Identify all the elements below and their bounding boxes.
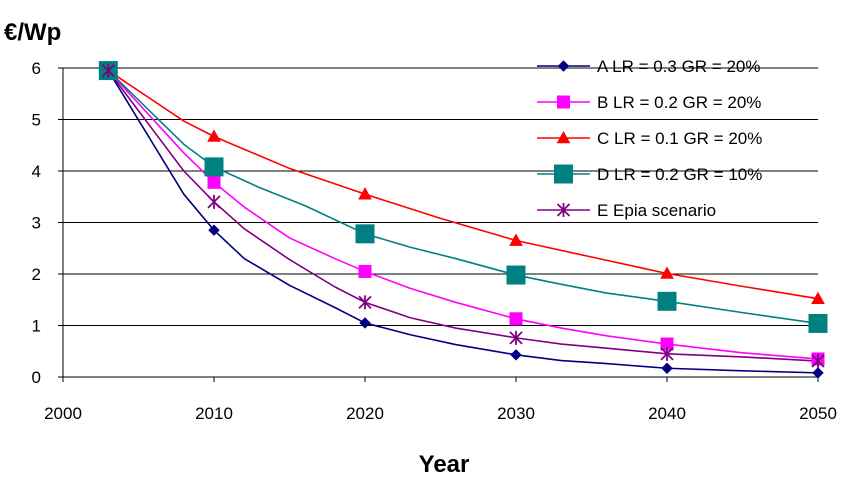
y-tick-label: 1 (32, 317, 41, 336)
data-point-c (509, 233, 523, 246)
y-tick-label: 4 (32, 162, 41, 181)
data-point-d (657, 291, 677, 311)
data-point-b (207, 175, 221, 189)
x-tick-label: 2040 (648, 404, 686, 423)
series-lines (107, 69, 819, 374)
data-point-c (358, 187, 372, 200)
data-point-e (101, 63, 115, 78)
data-point-e (207, 194, 221, 209)
x-tick-label: 2030 (497, 404, 535, 423)
data-point-a (359, 317, 371, 329)
series-line-c (107, 69, 819, 300)
legend-marker (554, 164, 573, 184)
legend-label: D LR = 0.2 GR = 10% (597, 165, 762, 184)
data-point-d (808, 313, 828, 333)
data-point-d (355, 224, 375, 244)
data-point-c (207, 129, 221, 142)
gridlines (63, 67, 818, 326)
series-markers (98, 61, 828, 379)
data-point-e (660, 346, 674, 361)
series-line-b (107, 70, 819, 360)
legend: A LR = 0.3 GR = 20% B LR = 0.2 GR = 20% C … (537, 57, 762, 220)
y-axis-title: €/Wp (4, 19, 61, 46)
data-point-e (358, 295, 372, 310)
y-tick-label: 6 (32, 59, 41, 78)
data-point-e (509, 330, 523, 345)
data-point-d (506, 265, 526, 285)
y-tick-label: 3 (32, 214, 41, 233)
x-axis-title: Year (419, 451, 470, 477)
data-point-b (509, 312, 523, 326)
y-tick-labels: 0 1 2 3 4 5 6 (32, 59, 41, 387)
y-tick-label: 5 (32, 111, 41, 130)
legend-marker (557, 60, 570, 72)
series-line-a (107, 70, 819, 374)
x-tick-label: 2020 (346, 404, 384, 423)
y-tick-label: 2 (32, 265, 41, 284)
data-point-d (204, 157, 224, 177)
legend-marker (556, 130, 571, 144)
x-tick-labels: 2000 2010 2020 2030 2040 2050 (44, 404, 837, 423)
data-point-a (510, 349, 522, 361)
y-tick-label: 0 (32, 368, 41, 387)
data-point-a (208, 224, 220, 236)
x-tick-label: 2050 (799, 404, 837, 423)
legend-marker (557, 95, 570, 109)
data-point-e (811, 354, 825, 369)
axes (58, 67, 819, 382)
legend-marker (556, 203, 571, 217)
data-point-a (812, 367, 824, 379)
legend-label: C LR = 0.1 GR = 20% (597, 129, 762, 148)
legend-label: A LR = 0.3 GR = 20% (597, 57, 760, 76)
data-point-c (811, 291, 825, 305)
legend-label: B LR = 0.2 GR = 20% (597, 93, 761, 112)
x-tick-label: 2010 (195, 404, 233, 423)
data-point-b (358, 264, 372, 278)
data-point-a (661, 362, 673, 374)
data-point-c (660, 266, 674, 279)
series-line-e (107, 70, 819, 362)
x-tick-label: 2000 (44, 404, 82, 423)
legend-label: E Epia scenario (597, 201, 716, 220)
